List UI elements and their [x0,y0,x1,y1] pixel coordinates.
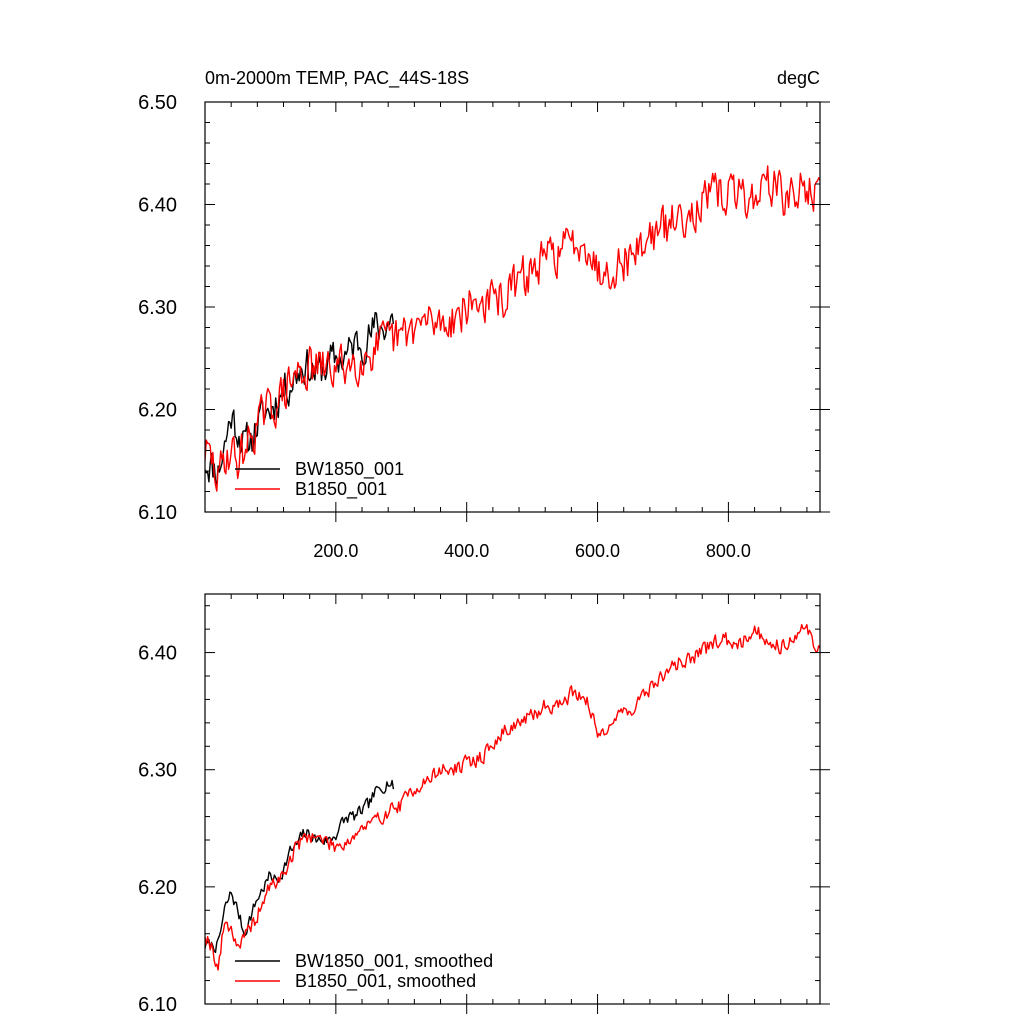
y-tick-label: 6.30 [138,760,177,782]
series-lines [205,624,820,971]
top-panel-raw: 0m-2000m TEMP, PAC_44S-18S degC 200.0 400.0… [138,68,830,561]
series-line-bw1850-001 [205,312,395,485]
x-tick-label: 400.0 [444,541,489,561]
x-tick-label: 200.0 [313,541,358,561]
bottom-panel-smoothed: 6.10 6.20 6.30 6.40 BW1850_001, smoothedB185… [138,593,830,1016]
series-line-bw1850-001-smoothed [205,779,395,954]
y-tick-label: 6.10 [138,994,177,1016]
chart-title: 0m-2000m TEMP, PAC_44S-18S [205,68,469,89]
legend-label: BW1850_001, smoothed [295,951,493,972]
y-tick-label: 6.10 [138,502,177,524]
y-tick-label: 6.20 [138,400,177,422]
series-line-b1850-001-smoothed [205,624,820,971]
units-label: degC [777,68,820,88]
y-tick-label: 6.40 [138,643,177,665]
y-tick-label: 6.30 [138,297,177,319]
y-tick-label: 6.20 [138,877,177,899]
legend-label: B1850_001, smoothed [295,971,476,992]
x-tick-label: 600.0 [575,541,620,561]
series-line-b1850-001 [205,165,820,492]
plot-frame [204,101,821,513]
y-tick-label: 6.40 [138,195,177,217]
y-tick-label: 6.50 [138,92,177,114]
series-lines [205,165,820,492]
legend-label: B1850_001 [295,479,387,500]
legend-label: BW1850_001 [295,459,404,480]
plot-frame [204,593,821,1005]
x-tick-label: 800.0 [706,541,751,561]
